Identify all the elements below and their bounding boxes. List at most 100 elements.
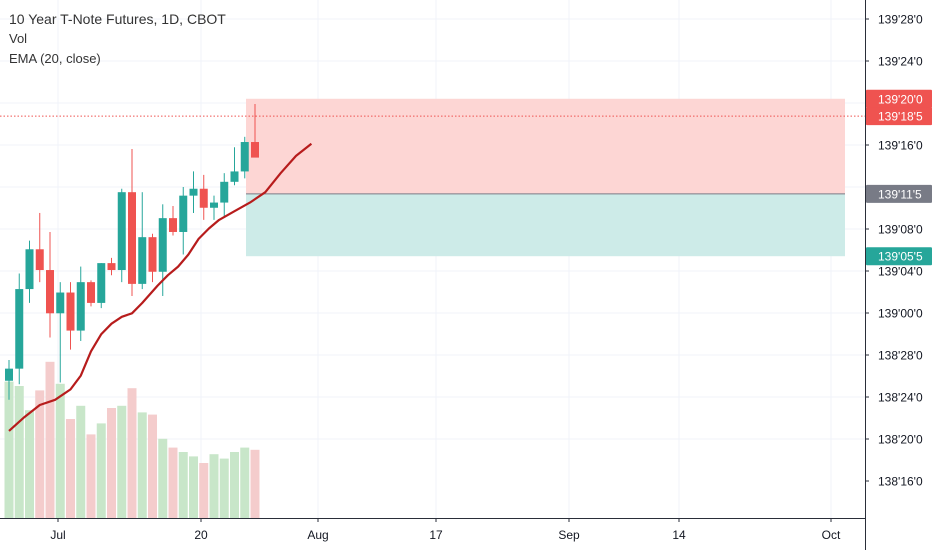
stop-price-tag: 139'20'0 bbox=[866, 89, 932, 108]
candle-body bbox=[158, 218, 167, 272]
candle bbox=[230, 147, 239, 186]
stop-loss-zone bbox=[246, 98, 845, 194]
candle bbox=[35, 212, 44, 283]
candle bbox=[97, 263, 106, 309]
entry-price-tag: 139'11'5 bbox=[866, 184, 932, 203]
candle bbox=[128, 148, 136, 296]
price-tick-label: 138'20'0 bbox=[878, 433, 923, 447]
candle-body bbox=[230, 171, 239, 182]
volume-bar bbox=[240, 447, 250, 518]
candle bbox=[117, 188, 126, 283]
time-tick-label: Aug bbox=[307, 528, 328, 542]
chart-legend: 10 Year T-Note Futures, 1D, CBOT Vol EMA… bbox=[9, 9, 226, 69]
volume-bar bbox=[66, 419, 75, 518]
volume-indicator-label[interactable]: Vol bbox=[9, 31, 28, 46]
candle bbox=[107, 257, 116, 276]
entry-price-tag-background bbox=[866, 184, 932, 203]
stop-price-tag-label: 139'20'0 bbox=[878, 92, 923, 106]
volume-bar bbox=[158, 438, 168, 518]
ema-indicator-label[interactable]: EMA (20, close) bbox=[9, 51, 101, 66]
candle-body bbox=[138, 237, 147, 284]
price-tick-label: 139'28'0 bbox=[878, 13, 923, 27]
candle bbox=[199, 174, 208, 220]
take-profit-zone bbox=[246, 193, 845, 257]
candle-body bbox=[189, 188, 198, 196]
volume-bar bbox=[14, 386, 24, 518]
last-price-tag-background bbox=[866, 107, 932, 126]
long-position-tool bbox=[246, 98, 845, 257]
candle-body bbox=[107, 263, 116, 271]
last-price-tag-label: 139'18'5 bbox=[878, 110, 923, 124]
volume-bar bbox=[230, 452, 239, 518]
volume-bar bbox=[168, 447, 178, 518]
volume-bar bbox=[55, 383, 65, 518]
price-tick-label: 139'00'0 bbox=[878, 307, 923, 321]
candle bbox=[76, 266, 85, 341]
price-tick-label: 138'16'0 bbox=[878, 475, 923, 489]
ema-line bbox=[8, 142, 313, 432]
candle bbox=[5, 360, 13, 400]
candle bbox=[66, 282, 75, 350]
volume-bar bbox=[86, 434, 96, 518]
volume-bar bbox=[45, 361, 55, 518]
candle-body bbox=[5, 368, 13, 381]
price-tick-label: 138'24'0 bbox=[878, 391, 923, 405]
volume-bar bbox=[25, 410, 34, 518]
candle-body bbox=[210, 202, 218, 208]
time-tick-label: Sep bbox=[558, 528, 580, 542]
candle-body bbox=[25, 249, 34, 290]
candle-body bbox=[128, 192, 136, 284]
candle-body bbox=[117, 192, 126, 271]
volume-bar bbox=[35, 390, 45, 518]
volume-bar bbox=[219, 458, 229, 518]
volume-bar bbox=[250, 449, 260, 518]
candle-body bbox=[169, 218, 177, 232]
entry-price-tag-label: 139'11'5 bbox=[878, 187, 922, 201]
candle-body bbox=[87, 282, 95, 303]
volume-bar bbox=[178, 452, 188, 518]
candle-body bbox=[76, 282, 85, 331]
candle-body bbox=[220, 181, 229, 203]
volume-bar bbox=[199, 463, 209, 518]
time-axis: Jul 20 Aug 17 Sep 14 Oct bbox=[50, 518, 841, 542]
candle bbox=[169, 206, 177, 236]
stop-price-tag-background bbox=[866, 89, 932, 108]
candle-body bbox=[251, 142, 259, 158]
candle bbox=[46, 231, 54, 338]
volume-bar bbox=[127, 388, 137, 518]
target-price-tag-background bbox=[866, 247, 932, 266]
candle bbox=[148, 233, 157, 283]
candle bbox=[210, 195, 218, 220]
candle-body bbox=[56, 292, 65, 314]
candle-body bbox=[179, 195, 188, 232]
price-tick-label: 139'24'0 bbox=[878, 55, 923, 69]
candle-body bbox=[35, 249, 44, 271]
volume-bar bbox=[96, 423, 106, 518]
candle-body bbox=[46, 270, 54, 314]
candle bbox=[220, 173, 229, 217]
volume-bar bbox=[209, 454, 219, 518]
volume-bar bbox=[148, 414, 157, 518]
price-tick-label: 139'04'0 bbox=[878, 265, 923, 279]
symbol-title[interactable]: 10 Year T-Note Futures, 1D, CBOT bbox=[9, 11, 226, 27]
candle-body bbox=[240, 142, 249, 172]
candle bbox=[138, 192, 147, 290]
volume-bar bbox=[189, 456, 198, 518]
price-tick-label: 139'08'0 bbox=[878, 223, 923, 237]
candle bbox=[251, 103, 259, 158]
volume-bars bbox=[4, 361, 260, 518]
time-tick-label: Jul bbox=[50, 528, 65, 542]
time-tick-label: 20 bbox=[194, 528, 208, 542]
time-tick-label: 17 bbox=[429, 528, 443, 542]
last-price-tag: 139'18'5 bbox=[866, 107, 932, 126]
candle bbox=[240, 136, 249, 179]
candle-body bbox=[148, 237, 157, 272]
candle-body bbox=[66, 292, 75, 331]
volume-bar bbox=[107, 408, 116, 518]
candle-body bbox=[97, 263, 106, 303]
candle bbox=[15, 273, 24, 385]
price-tick-label: 138'28'0 bbox=[878, 349, 923, 363]
candle-body bbox=[15, 289, 24, 369]
